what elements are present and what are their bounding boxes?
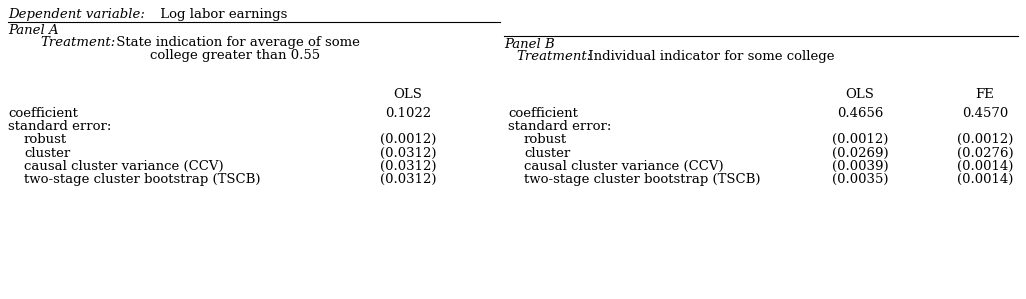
Text: FE: FE	[976, 88, 994, 101]
Text: 0.1022: 0.1022	[385, 107, 431, 120]
Text: robust: robust	[524, 133, 567, 146]
Text: Panel B: Panel B	[504, 38, 555, 51]
Text: coefficient: coefficient	[8, 107, 78, 120]
Text: Treatment:: Treatment:	[40, 36, 115, 49]
Text: (0.0312): (0.0312)	[380, 173, 436, 186]
Text: robust: robust	[24, 133, 67, 146]
Text: Dependent variable:: Dependent variable:	[8, 8, 145, 21]
Text: standard error:: standard error:	[508, 120, 611, 133]
Text: (0.0039): (0.0039)	[832, 160, 889, 173]
Text: coefficient: coefficient	[508, 107, 578, 120]
Text: (0.0276): (0.0276)	[956, 147, 1014, 160]
Text: two-stage cluster bootstrap (TSCB): two-stage cluster bootstrap (TSCB)	[524, 173, 760, 186]
Text: (0.0012): (0.0012)	[832, 133, 889, 146]
Text: Panel A: Panel A	[8, 24, 58, 37]
Text: cluster: cluster	[524, 147, 570, 160]
Text: (0.0014): (0.0014)	[957, 173, 1014, 186]
Text: 0.4570: 0.4570	[962, 107, 1009, 120]
Text: two-stage cluster bootstrap (TSCB): two-stage cluster bootstrap (TSCB)	[24, 173, 261, 186]
Text: (0.0035): (0.0035)	[832, 173, 889, 186]
Text: college greater than 0.55: college greater than 0.55	[150, 49, 320, 62]
Text: (0.0012): (0.0012)	[380, 133, 436, 146]
Text: Treatment:: Treatment:	[516, 50, 591, 63]
Text: OLS: OLS	[394, 88, 423, 101]
Text: State indication for average of some: State indication for average of some	[112, 36, 360, 49]
Text: (0.0014): (0.0014)	[957, 160, 1014, 173]
Text: (0.0312): (0.0312)	[380, 147, 436, 160]
Text: (0.0269): (0.0269)	[832, 147, 889, 160]
Text: Individual indicator for some college: Individual indicator for some college	[584, 50, 834, 63]
Text: (0.0312): (0.0312)	[380, 160, 436, 173]
Text: OLS: OLS	[845, 88, 874, 101]
Text: standard error:: standard error:	[8, 120, 112, 133]
Text: Log labor earnings: Log labor earnings	[156, 8, 287, 21]
Text: cluster: cluster	[24, 147, 70, 160]
Text: (0.0012): (0.0012)	[957, 133, 1014, 146]
Text: causal cluster variance (CCV): causal cluster variance (CCV)	[24, 160, 224, 173]
Text: 0.4656: 0.4656	[837, 107, 883, 120]
Text: causal cluster variance (CCV): causal cluster variance (CCV)	[524, 160, 723, 173]
